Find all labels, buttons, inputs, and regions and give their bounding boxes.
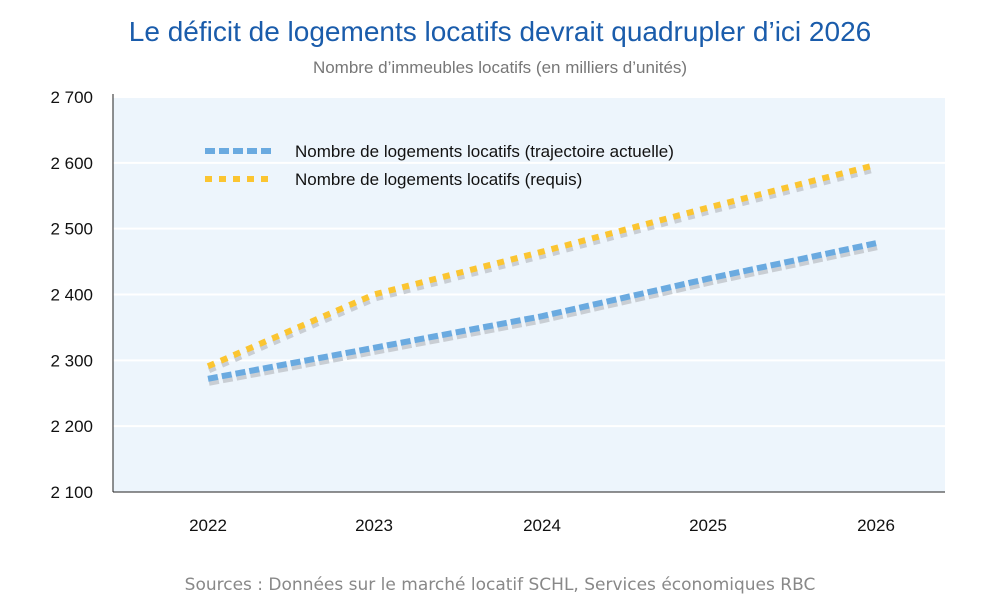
chart-subtitle: Nombre d’immeubles locatifs (en milliers… [312, 58, 688, 77]
y-tick-label: 2 200 [50, 417, 93, 436]
series-shadow [207, 165, 878, 374]
y-tick-label: 2 300 [50, 351, 93, 370]
series-line [206, 161, 877, 370]
x-tick-label: 2022 [189, 516, 227, 535]
x-tick-label: 2025 [689, 516, 727, 535]
legend-label: Nombre de logements locatifs (trajectoir… [295, 142, 674, 161]
legend-label: Nombre de logements locatifs (requis) [295, 170, 582, 189]
y-tick-label: 2 500 [50, 220, 93, 239]
x-tick-label: 2024 [523, 516, 561, 535]
y-tick-label: 2 100 [50, 483, 93, 502]
series-line [207, 240, 877, 382]
series-shadow [208, 244, 878, 386]
x-tick-label: 2026 [857, 516, 895, 535]
y-tick-label: 2 700 [50, 88, 93, 107]
chart-title: Le déficit de logements locatifs devrait… [128, 16, 872, 47]
y-tick-label: 2 400 [50, 286, 93, 305]
y-tick-label: 2 600 [50, 154, 93, 173]
x-tick-label: 2023 [355, 516, 393, 535]
source-note: Sources : Données sur le marché locatif … [184, 575, 816, 595]
